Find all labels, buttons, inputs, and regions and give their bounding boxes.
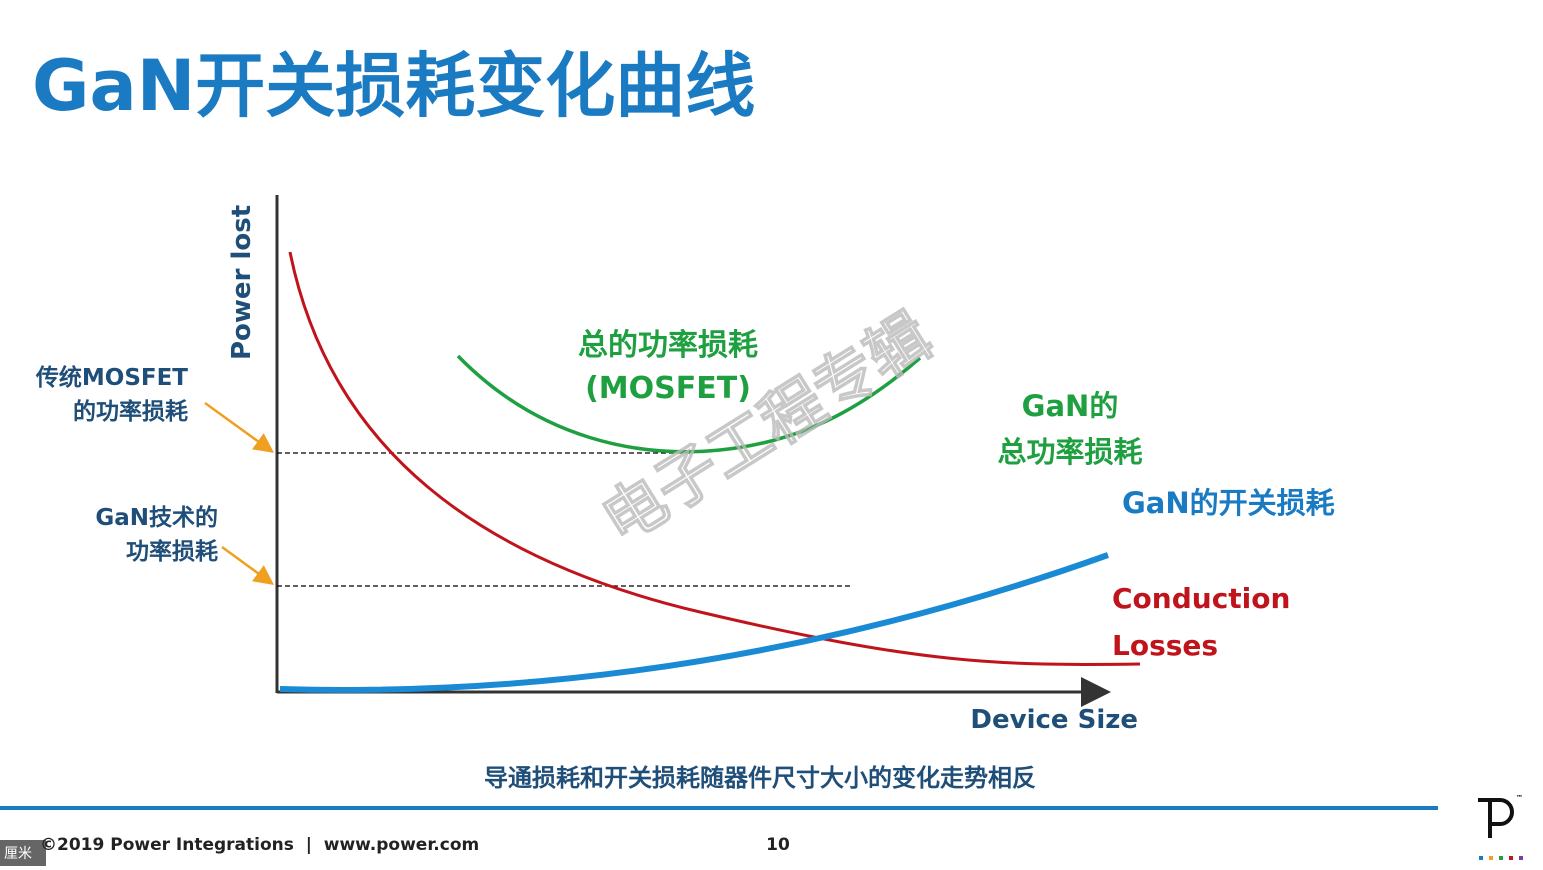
arrow	[204, 401, 275, 453]
caption: 导通损耗和开关损耗随器件尺寸大小的变化走势相反	[484, 764, 1036, 792]
conduction-label: Losses	[1112, 629, 1218, 662]
total-mosfet-label: (MOSFET)	[585, 371, 751, 406]
gan-switching-label: GaN的开关损耗	[1122, 486, 1335, 520]
conduction-curve	[288, 251, 1141, 666]
total-mosfet-curve	[456, 354, 922, 454]
unit-tag-bg	[0, 840, 46, 866]
page-number: 10	[766, 835, 790, 855]
slide-title: GaN开关损耗变化曲线	[32, 45, 755, 127]
copyright: ©2019 Power Integrations | www.power.com	[40, 835, 479, 855]
conduction-label: Conduction	[1112, 582, 1290, 615]
gan-level-label: 功率损耗	[126, 538, 218, 565]
unit-tag: 厘米	[4, 846, 32, 862]
x-axis-label: Device Size	[970, 705, 1138, 735]
switching-curve	[279, 552, 1110, 693]
arrow	[221, 545, 275, 585]
mosfet-level-label: 传统MOSFET	[35, 364, 188, 391]
total-mosfet-label: 总的功率损耗	[578, 328, 758, 363]
total-gan-label: GaN的	[1022, 389, 1119, 423]
y-axis-label: Power lost	[227, 205, 257, 360]
total-gan-label: 总功率损耗	[997, 435, 1142, 469]
gan-level-label: GaN技术的	[95, 504, 218, 531]
logo: ™	[1478, 794, 1523, 860]
mosfet-level-label: 的功率损耗	[73, 398, 188, 425]
trademark: ™	[1516, 794, 1523, 802]
